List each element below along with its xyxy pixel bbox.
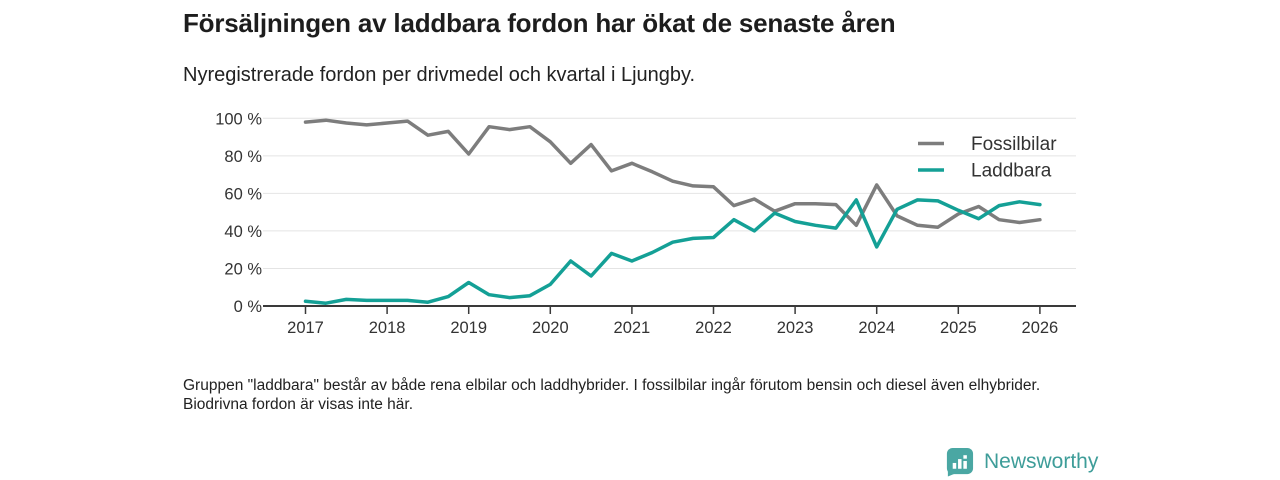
legend-label: Laddbara [971, 161, 1052, 182]
x-tick-label: 2021 [614, 319, 651, 337]
brand-name: Newsworthy [984, 449, 1099, 473]
newsworthy-icon [946, 447, 974, 477]
x-tick-label: 2025 [940, 319, 977, 337]
x-tick-label: 2023 [777, 319, 814, 337]
x-tick-label: 2024 [858, 319, 895, 337]
y-tick-label: 100 % [215, 110, 262, 128]
chart-subtitle: Nyregistrerade fordon per drivmedel och … [183, 64, 696, 86]
y-tick-label: 40 % [224, 223, 262, 241]
x-tick-label: 2022 [695, 319, 732, 337]
x-tick-label: 2019 [450, 319, 487, 337]
line-chart: 0 % 20 % 40 % 60 % 80 % 100 % 2017 2018 2019 2020… [215, 110, 1076, 337]
chart-footnote: Gruppen "laddbara" består av både rena e… [183, 377, 1041, 414]
legend-label: Fossilbilar [971, 134, 1057, 155]
x-tick-label: 2026 [1022, 319, 1059, 337]
series-laddbara [303, 198, 1042, 305]
page-title: Försäljningen av laddbara fordon har öka… [183, 8, 896, 38]
series-fossilbilar [303, 118, 1042, 229]
x-tick-label: 2020 [532, 319, 569, 337]
x-tick-label: 2017 [287, 319, 324, 337]
brand-logo: Newsworthy [944, 446, 1098, 477]
chart-area: 0 % 20 % 40 % 60 % 80 % 100 % 2017 2018 2019 2020… [195, 105, 1085, 360]
x-tick-label: 2018 [369, 319, 406, 337]
y-tick-label: 80 % [224, 148, 262, 166]
y-tick-label: 0 % [234, 298, 263, 316]
y-tick-label: 20 % [224, 260, 262, 278]
y-tick-label: 60 % [224, 185, 262, 203]
